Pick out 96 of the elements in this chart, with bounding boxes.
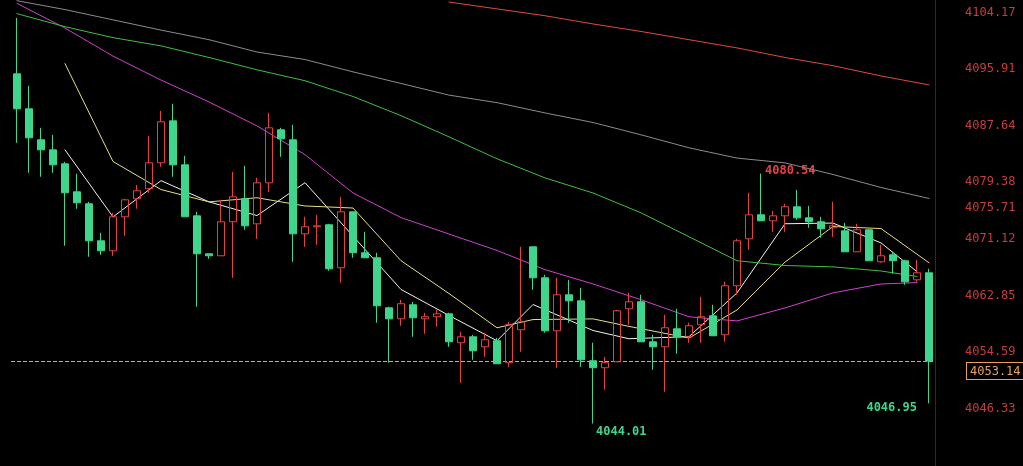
candlestick: [541, 274, 549, 334]
y-tick-label: 4046.33: [965, 400, 1016, 415]
candlestick: [589, 342, 597, 425]
candlestick: [25, 85, 33, 174]
candlestick: [529, 246, 537, 291]
candlestick: [157, 110, 165, 168]
candlestick: [793, 189, 801, 221]
candlestick: [481, 332, 489, 358]
candlestick: [349, 211, 357, 259]
candlestick: [769, 210, 777, 233]
candlestick: [85, 201, 93, 258]
candlestick: [373, 252, 381, 324]
candlestick: [61, 161, 69, 247]
candlestick: [49, 134, 57, 174]
candlestick: [553, 277, 561, 369]
y-tick-label: 4071.12: [965, 231, 1016, 245]
candlestick: [109, 212, 117, 257]
candlestick: [337, 196, 345, 284]
candlestick: [901, 259, 909, 286]
candlestick: [13, 17, 21, 144]
candlestick: [925, 268, 933, 404]
candlestick: [685, 322, 693, 344]
line-series: [448, 1, 930, 86]
candlestick: [889, 251, 897, 275]
ref-line-label: 4053.14: [970, 364, 1021, 379]
candlestick: [421, 312, 429, 335]
candlestick: [433, 309, 441, 328]
candlestick: [841, 222, 849, 253]
candlestick: [637, 294, 645, 343]
candlestick: [121, 198, 129, 237]
candlestick: [613, 309, 621, 363]
candlestick: [409, 301, 417, 338]
candlestick: [745, 192, 753, 251]
candlestick: [805, 205, 813, 229]
candlestick: [73, 173, 81, 210]
y-tick-label: 4062.85: [965, 287, 1016, 302]
candlestick: [457, 331, 465, 384]
candlestick: [733, 238, 741, 296]
candlestick: [313, 214, 321, 246]
candlestick: [709, 304, 717, 337]
y-tick-label: 4054.59: [965, 344, 1016, 359]
candlestick: [397, 299, 405, 327]
candlestick: [469, 334, 477, 361]
candlestick: [505, 321, 513, 368]
candlestick: [673, 308, 681, 355]
candlestick: [913, 259, 921, 283]
y-tick-label: 4104.17: [965, 4, 1016, 19]
candlestick: [145, 135, 153, 194]
candlestick: [697, 296, 705, 344]
candlestick: [517, 246, 525, 353]
candlestick: [301, 216, 309, 248]
annotation: 4044.01: [596, 423, 647, 438]
candlestick: [601, 356, 609, 391]
candlestick: [265, 112, 273, 193]
candlestick: [649, 334, 657, 371]
candlestick: [37, 127, 45, 178]
y-tick-label: 4079.38: [965, 174, 1016, 189]
candlestick: [865, 228, 873, 262]
candlestick: [217, 199, 225, 257]
line-series: [64, 63, 930, 339]
candlestick: [661, 314, 669, 393]
candlestick: [445, 312, 453, 348]
candlestick: [205, 253, 213, 260]
candlestick: [577, 287, 585, 368]
candlestick: [757, 173, 765, 222]
candlestick: [97, 232, 105, 256]
candlestick: [325, 223, 333, 272]
y-tick-label: 4095.91: [965, 61, 1016, 76]
candlestick: [385, 306, 393, 364]
line-series: [64, 149, 918, 342]
candlestick: [877, 244, 885, 264]
y-tick-label: 4087.64: [965, 117, 1016, 132]
line-series: [16, 2, 918, 322]
candlestick: [853, 223, 861, 253]
candlestick: [817, 216, 825, 239]
candlestick: [277, 127, 285, 158]
candlestick: [625, 292, 633, 326]
candlestick: [361, 231, 369, 259]
candlestick: [781, 203, 789, 233]
candlestick: [241, 165, 249, 231]
candlestick: [229, 171, 237, 279]
candlestick: [565, 279, 573, 324]
line-series: [16, 13, 918, 277]
annotation: 4080.54: [765, 162, 816, 177]
candlestick: [493, 337, 501, 365]
y-tick-label: 4075.71: [965, 199, 1016, 214]
candlestick: [829, 201, 837, 238]
candlestick: [721, 281, 729, 343]
annotation: 4046.95: [866, 400, 917, 415]
candlestick: [253, 177, 261, 240]
candlestick: [181, 155, 189, 218]
candlestick: [169, 103, 177, 178]
candlestick: [289, 124, 297, 263]
line-series: [16, 0, 930, 199]
candlestick: [133, 184, 141, 210]
candlestick: [193, 211, 201, 308]
